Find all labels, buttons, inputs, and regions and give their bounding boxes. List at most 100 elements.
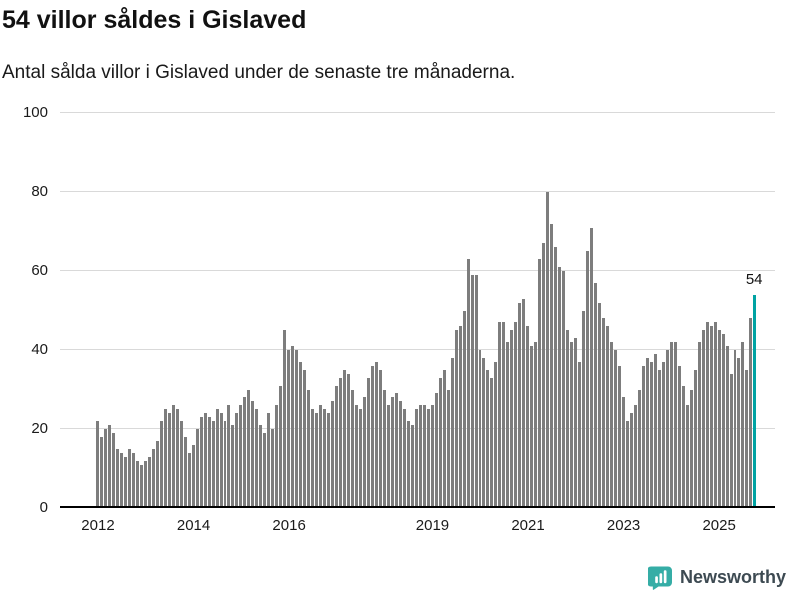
bar xyxy=(434,393,438,508)
bar xyxy=(311,409,315,508)
bar xyxy=(661,361,665,508)
gridline xyxy=(60,112,775,113)
bar xyxy=(191,444,195,508)
bar xyxy=(594,282,598,508)
bar xyxy=(291,346,295,508)
bar-series: 54 xyxy=(96,113,763,508)
bar xyxy=(665,350,669,508)
bar xyxy=(613,350,617,508)
bar xyxy=(111,432,115,508)
bar xyxy=(335,385,339,508)
bar xyxy=(685,405,689,508)
brand-footer[interactable]: Newsworthy xyxy=(647,565,786,590)
bar xyxy=(175,409,179,508)
bar xyxy=(586,251,590,508)
bar xyxy=(745,369,749,508)
bar xyxy=(151,448,155,508)
bar xyxy=(147,456,151,508)
bar xyxy=(578,361,582,508)
bar xyxy=(617,365,621,508)
bar xyxy=(466,259,470,508)
bar xyxy=(725,346,729,508)
x-axis-tick-label: 2012 xyxy=(81,517,115,534)
chart-subtitle: Antal sålda villor i Gislaved under de s… xyxy=(2,62,516,83)
bar xyxy=(677,365,681,508)
bar xyxy=(195,429,199,508)
bar xyxy=(538,259,542,508)
x-axis-line xyxy=(60,506,775,508)
bar xyxy=(741,342,745,508)
y-axis-tick-label: 0 xyxy=(39,499,48,516)
bar xyxy=(502,322,506,508)
bar xyxy=(737,357,741,508)
bar xyxy=(386,405,390,508)
bar xyxy=(749,318,753,508)
bar xyxy=(211,421,215,508)
bar xyxy=(366,377,370,508)
x-axis-tick-label: 2014 xyxy=(176,517,211,534)
bar xyxy=(582,310,586,508)
bar xyxy=(203,413,207,508)
bar xyxy=(115,448,119,508)
bar xyxy=(267,413,271,508)
y-axis-tick-label: 80 xyxy=(31,183,48,200)
bar xyxy=(390,397,394,508)
highlight-value-label: 54 xyxy=(745,270,763,288)
bar xyxy=(187,452,191,508)
bar xyxy=(478,350,482,508)
y-axis-tick-label: 40 xyxy=(31,341,48,358)
bar xyxy=(713,322,717,508)
bar xyxy=(689,389,693,508)
bar xyxy=(351,389,354,508)
bar xyxy=(243,397,247,508)
bar xyxy=(119,452,123,508)
bar xyxy=(534,342,538,508)
bar xyxy=(641,365,645,508)
bar xyxy=(251,401,255,508)
bar xyxy=(633,405,637,508)
bar xyxy=(339,377,343,508)
bar xyxy=(406,421,410,508)
bar xyxy=(709,326,713,508)
bar xyxy=(362,397,366,508)
bar xyxy=(259,425,263,508)
bar xyxy=(442,369,446,508)
bar xyxy=(183,436,187,508)
bar xyxy=(331,401,335,508)
bar xyxy=(673,342,677,508)
bar xyxy=(721,334,725,508)
bar xyxy=(629,413,633,508)
gridline xyxy=(60,349,775,350)
bar xyxy=(546,192,550,508)
bar xyxy=(733,350,737,508)
x-axis-tick-label: 2021 xyxy=(511,517,545,534)
gridline xyxy=(60,191,775,192)
bar xyxy=(550,223,554,508)
bar xyxy=(522,298,526,508)
bar xyxy=(530,346,534,508)
bar xyxy=(498,322,502,508)
bar xyxy=(518,302,522,508)
x-axis-labels: 2012 2014 2016 2019 2021 2023 2025 xyxy=(81,517,757,547)
bar xyxy=(227,405,231,508)
bar xyxy=(470,274,474,508)
bar xyxy=(410,425,414,508)
bar xyxy=(382,389,386,508)
bar xyxy=(295,350,299,508)
bar xyxy=(207,417,211,508)
highlight-bar xyxy=(753,294,757,508)
bar xyxy=(179,421,183,508)
y-axis-tick-label: 60 xyxy=(31,262,48,279)
brand-name: Newsworthy xyxy=(679,567,786,587)
x-axis-tick-label: 2025 xyxy=(702,517,736,534)
bar xyxy=(223,421,227,508)
bar xyxy=(402,409,406,508)
y-axis-tick-label: 20 xyxy=(31,420,48,437)
bar xyxy=(574,338,578,508)
newsworthy-logo-icon xyxy=(647,565,673,590)
bar xyxy=(354,405,358,508)
bar xyxy=(315,413,319,508)
bar xyxy=(598,302,602,508)
bar xyxy=(526,326,530,508)
